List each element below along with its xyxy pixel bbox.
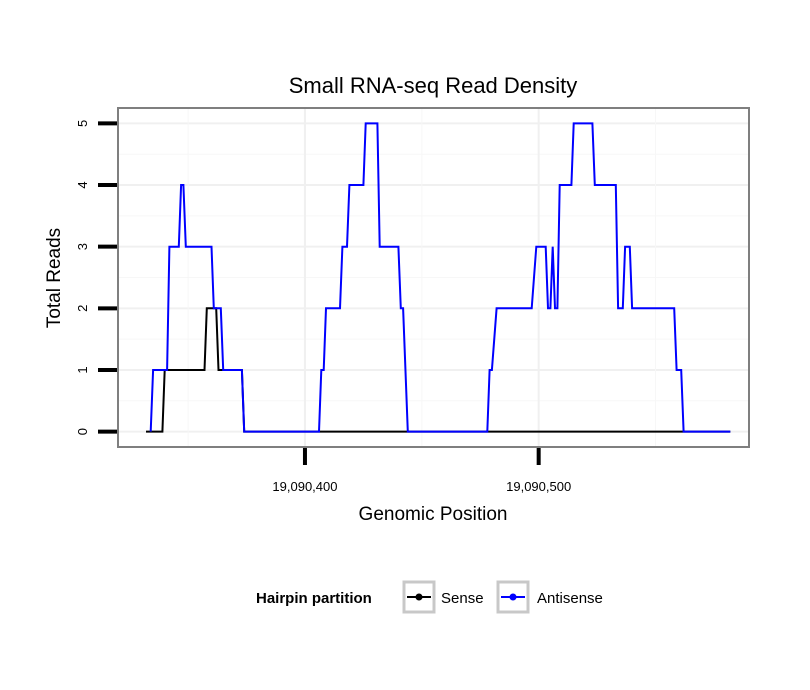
legend: Hairpin partition Sense Antisense xyxy=(256,580,603,614)
x-tick-label: 19,090,500 xyxy=(506,479,571,494)
legend-item-antisense: Antisense xyxy=(496,580,603,614)
legend-label-antisense: Antisense xyxy=(537,590,603,607)
y-tick-label: 1 xyxy=(75,366,90,373)
y-tick-label: 0 xyxy=(75,428,90,435)
y-tick-label: 3 xyxy=(75,243,90,250)
series-line-antisense xyxy=(149,122,731,433)
plot-panel-border xyxy=(117,107,750,448)
chart-title: Small RNA-seq Read Density xyxy=(289,73,578,98)
y-tick-label: 2 xyxy=(75,305,90,312)
y-tick-label: 5 xyxy=(75,120,90,127)
legend-label-sense: Sense xyxy=(441,590,484,607)
y-axis-ticks: 0 1 2 3 4 5 xyxy=(75,120,117,435)
x-axis-title: Genomic Position xyxy=(359,504,508,525)
y-axis-title: Total Reads xyxy=(44,228,65,328)
legend-marker-sense xyxy=(415,593,423,601)
y-tick-label: 4 xyxy=(75,181,90,188)
x-axis-ticks: 19,090,400 19,090,500 xyxy=(272,448,571,494)
series-lines xyxy=(146,122,731,433)
x-tick-label: 19,090,400 xyxy=(272,479,337,494)
legend-marker-antisense xyxy=(509,593,517,601)
legend-title: Hairpin partition xyxy=(256,590,372,607)
legend-item-sense: Sense xyxy=(402,580,484,614)
